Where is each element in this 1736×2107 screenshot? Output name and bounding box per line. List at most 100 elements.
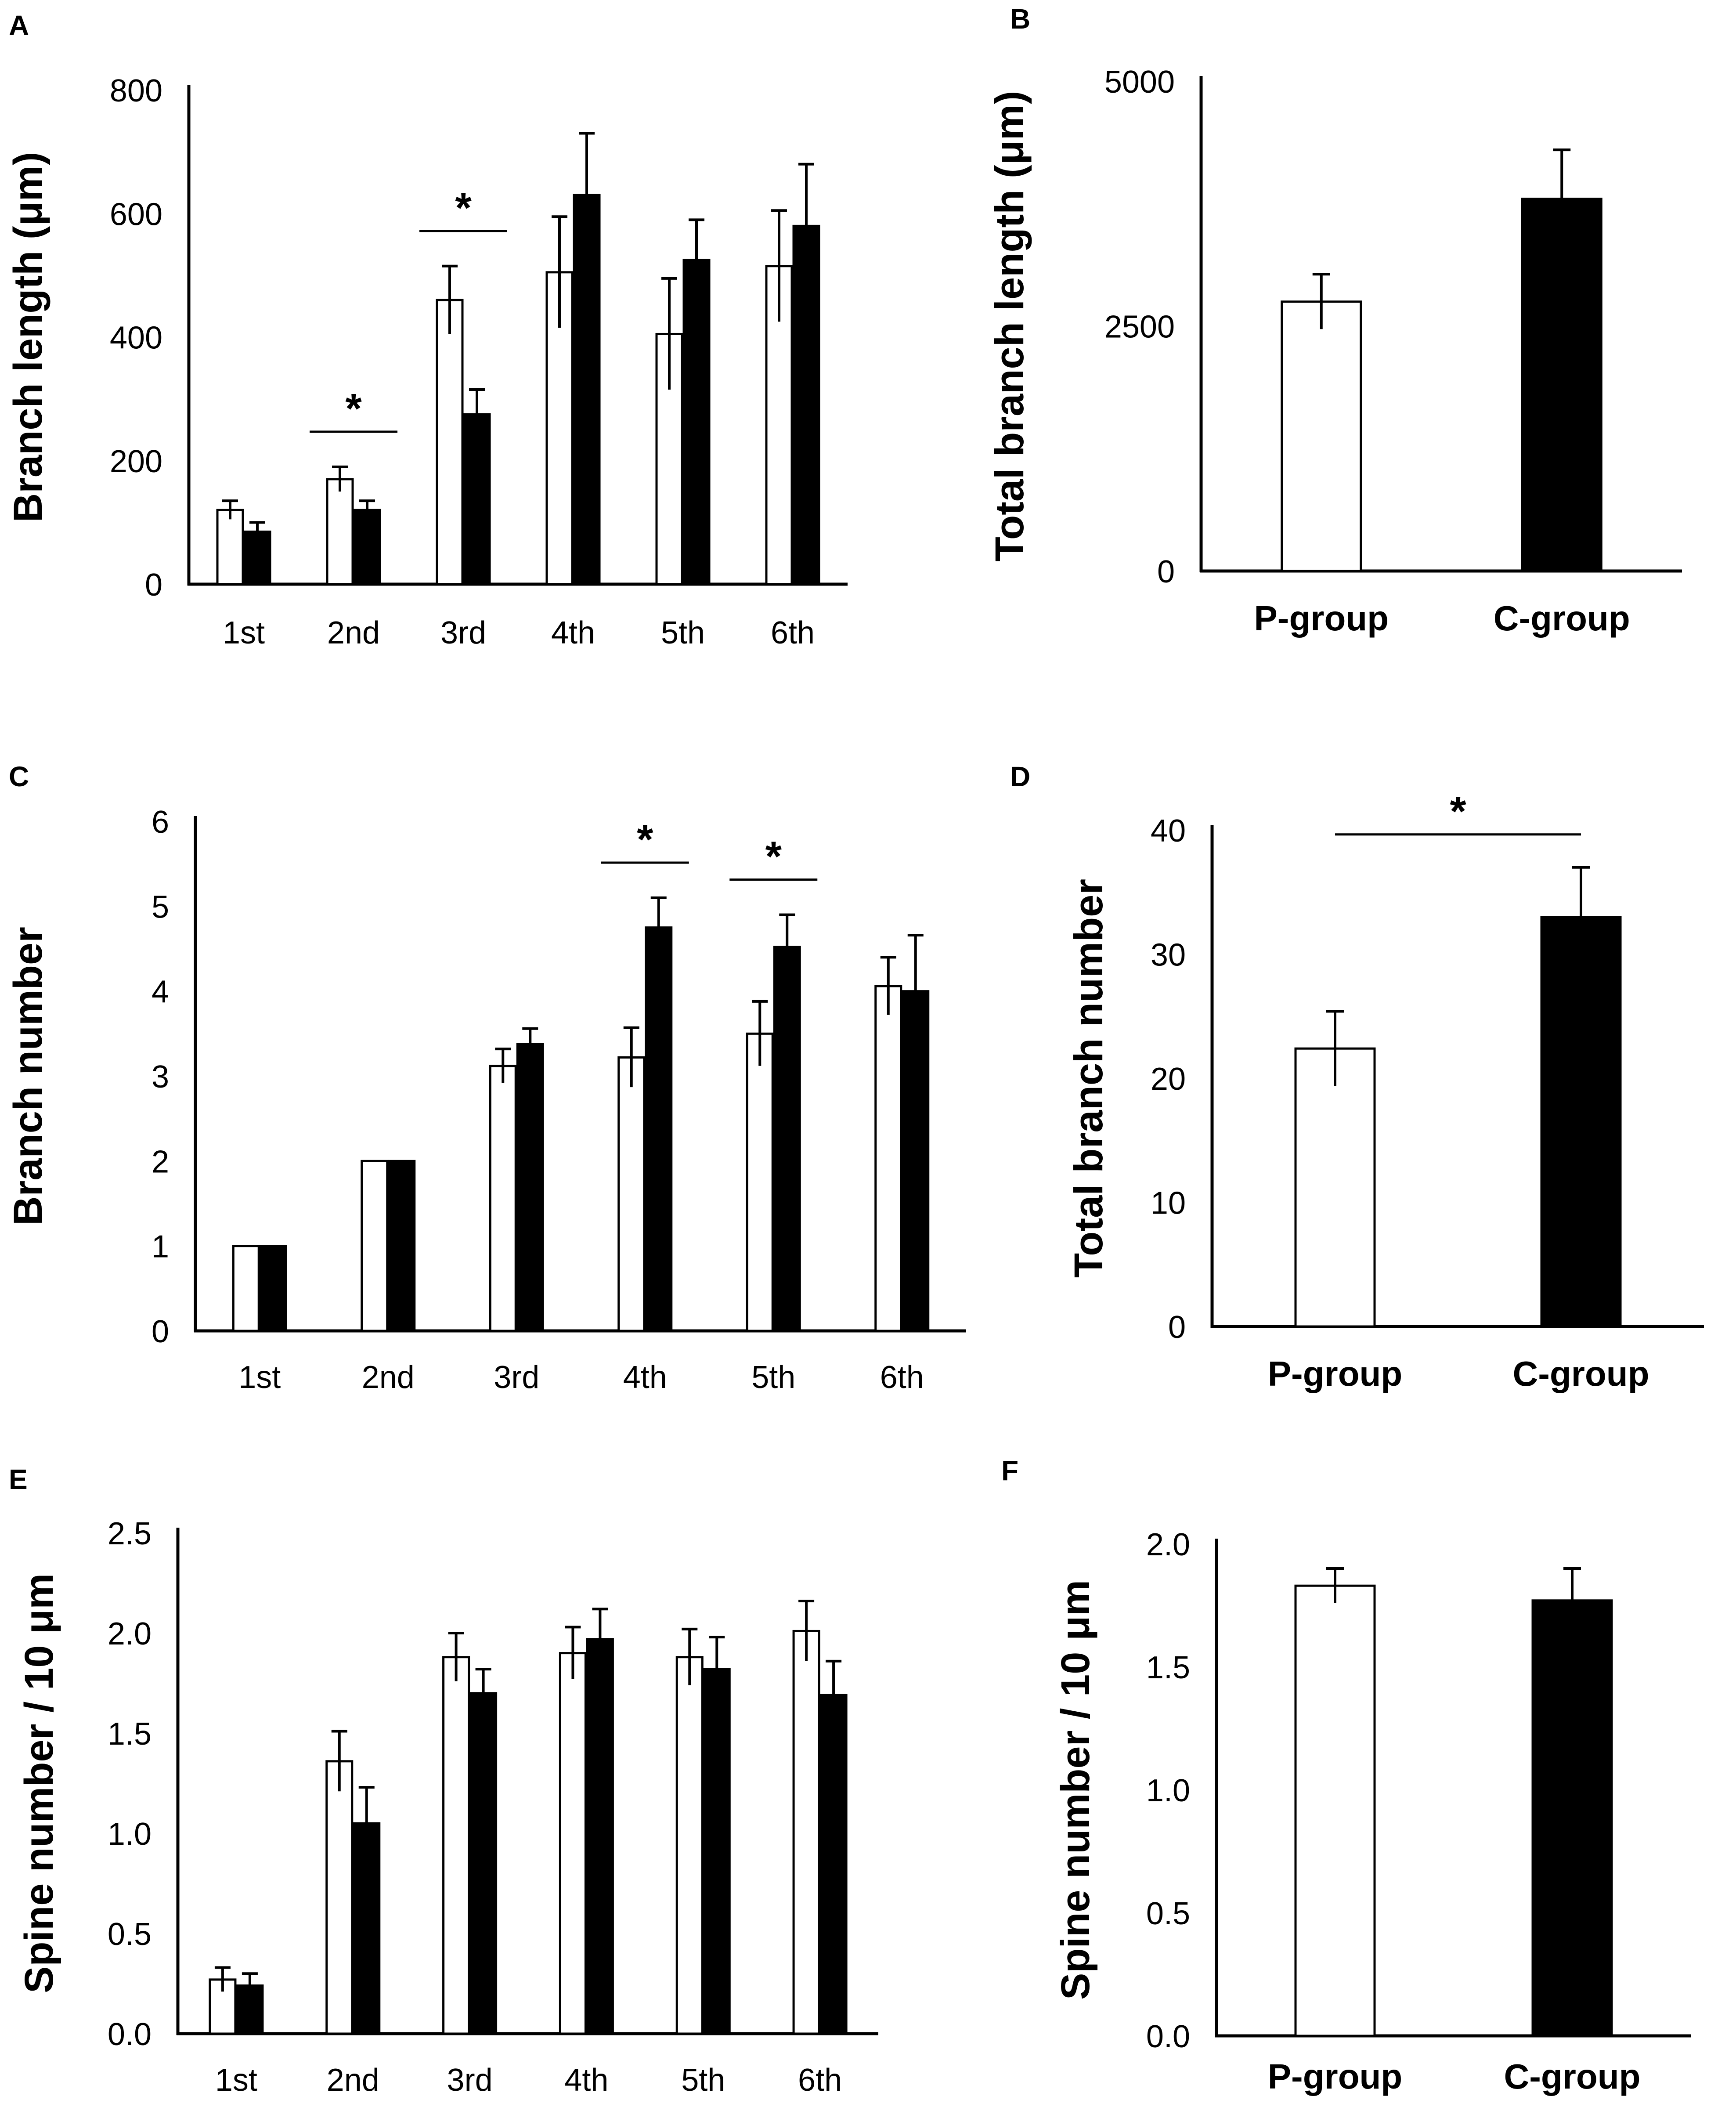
panel-e-bar-c-group bbox=[703, 1668, 731, 2035]
panel-e-ytick-label: 1.0 bbox=[108, 1817, 152, 1852]
panel-d-bar-p-group bbox=[1294, 1047, 1376, 1328]
panel-e-bar-c-group bbox=[586, 1638, 614, 2035]
panel-c-category-label: 3rd bbox=[494, 1360, 539, 1395]
panel-b-category-label: C-group bbox=[1494, 599, 1630, 638]
panel-c-bar-c-group bbox=[259, 1245, 287, 1332]
chart-panel-c: C 0 1 2 3 4 5 6 Branch number 1st 2nd 3rd 4th 5th 6th *… bbox=[6, 761, 966, 1395]
panel-a-bar-c-group bbox=[573, 194, 601, 585]
panel-e-bar-p-group bbox=[792, 1630, 820, 2035]
panel-c-category-label: 6th bbox=[880, 1360, 924, 1395]
panel-a-category-label: 4th bbox=[551, 615, 595, 651]
panel-c-y-axis-label: Branch number bbox=[6, 927, 51, 1225]
panel-e-category-label: 5th bbox=[681, 2063, 725, 2098]
panel-a-y-axis-label: Branch length (μm) bbox=[6, 152, 51, 522]
panel-c-ytick-label: 0 bbox=[152, 1314, 169, 1349]
panel-d-category-label: C-group bbox=[1512, 1354, 1649, 1393]
panel-e-bar-c-group bbox=[819, 1694, 848, 2035]
panel-d-ytick-label: 10 bbox=[1151, 1186, 1186, 1221]
panel-c-ytick-label: 6 bbox=[152, 805, 169, 840]
panel-e-label: E bbox=[9, 1464, 28, 1495]
panel-e-ytick-label: 1.5 bbox=[108, 1717, 152, 1752]
panel-f-ytick-label: 2.0 bbox=[1146, 1527, 1190, 1562]
panel-a-ytick-label: 600 bbox=[110, 197, 162, 232]
panel-c-bar-p-group bbox=[874, 985, 902, 1332]
panel-e-ytick-label: 2.0 bbox=[108, 1616, 152, 1652]
panel-f-ytick-label: 0.0 bbox=[1146, 2019, 1190, 2054]
panel-d-ytick-label: 40 bbox=[1151, 813, 1186, 849]
panel-c-bar-p-group bbox=[746, 1032, 774, 1332]
panel-d-y-axis-label: Total branch number bbox=[1066, 879, 1111, 1278]
panel-d-ytick-label: 0 bbox=[1168, 1310, 1186, 1345]
panel-d-significance-star: * bbox=[1450, 788, 1466, 835]
panel-e-category-label: 3rd bbox=[447, 2063, 493, 2098]
panel-d-label: D bbox=[1010, 761, 1030, 792]
panel-a-bar-p-group bbox=[326, 478, 354, 585]
panel-b-label: B bbox=[1010, 3, 1030, 35]
panel-d-bar-c-group bbox=[1540, 916, 1622, 1328]
panel-a-ytick-label: 800 bbox=[110, 73, 162, 108]
panel-f-bar-p-group bbox=[1294, 1584, 1376, 2037]
panel-c-bar-c-group bbox=[773, 946, 801, 1332]
panel-a-significance-star: * bbox=[455, 184, 472, 231]
panel-a-bar-p-group bbox=[436, 299, 464, 585]
panel-f-y-axis-label: Spine number / 10 μm bbox=[1053, 1580, 1098, 2000]
panel-c-bar-c-group bbox=[902, 990, 930, 1332]
panel-c-label: C bbox=[9, 761, 29, 792]
panel-e-category-label: 1st bbox=[215, 2063, 257, 2098]
panel-f-ytick-label: 0.5 bbox=[1146, 1896, 1190, 1931]
chart-panel-b: B 0 2500 5000 Total branch length (μm) P-grou… bbox=[987, 3, 1682, 638]
panel-c-significance-star: * bbox=[637, 816, 653, 863]
panel-a-ytick-label: 0 bbox=[145, 567, 162, 603]
panel-c-ytick-label: 2 bbox=[152, 1144, 169, 1179]
chart-panel-f: F 0.0 0.5 1.0 1.5 2.0 Spine number / 10 μm P-gr… bbox=[1001, 1455, 1691, 2096]
panel-b-y-axis-label: Total branch length (μm) bbox=[987, 91, 1032, 562]
panel-c-bar-c-group bbox=[516, 1043, 544, 1332]
panel-f-category-label: C-group bbox=[1504, 2057, 1640, 2096]
panel-b-ytick-label: 2500 bbox=[1104, 310, 1175, 345]
panel-e-category-label: 4th bbox=[564, 2063, 608, 2098]
panel-a-bar-p-group bbox=[216, 509, 244, 585]
panel-e-bar-p-group bbox=[559, 1652, 587, 2035]
panel-a-category-label: 1st bbox=[223, 615, 265, 651]
panel-a-category-label: 2nd bbox=[327, 615, 380, 651]
panel-b-bar-p-group bbox=[1281, 300, 1362, 572]
panel-f-bar-c-group bbox=[1531, 1599, 1613, 2037]
panel-b-bar-c-group bbox=[1521, 198, 1602, 572]
panel-e-ytick-label: 0.0 bbox=[108, 2017, 152, 2052]
panel-e-bar-p-group bbox=[442, 1656, 470, 2035]
panel-c-category-label: 5th bbox=[751, 1360, 795, 1395]
panel-e-bar-p-group bbox=[325, 1760, 354, 2035]
panel-c-ytick-label: 4 bbox=[152, 975, 169, 1010]
panel-e-ytick-label: 0.5 bbox=[108, 1917, 152, 1952]
chart-panel-d: D 0 10 20 30 40 Total branch number P-group C-gr… bbox=[1010, 761, 1704, 1393]
panel-a-category-label: 3rd bbox=[440, 615, 486, 651]
panel-b-ytick-label: 0 bbox=[1157, 554, 1175, 589]
panel-a-significance-star: * bbox=[345, 385, 362, 432]
panel-d-ytick-label: 30 bbox=[1151, 938, 1186, 973]
panel-a-ytick-label: 200 bbox=[110, 444, 162, 479]
panel-b-ytick-label: 5000 bbox=[1104, 65, 1175, 100]
panel-a-bar-c-group bbox=[353, 509, 381, 585]
panel-c-bar-p-group bbox=[617, 1056, 646, 1332]
panel-e-bar-p-group bbox=[675, 1656, 704, 2035]
panel-a-category-label: 6th bbox=[771, 615, 815, 651]
panel-c-bar-c-group bbox=[645, 926, 673, 1332]
panel-c-significance-star: * bbox=[765, 833, 782, 880]
panel-d-category-label: P-group bbox=[1268, 1354, 1403, 1393]
panel-c-ytick-label: 5 bbox=[152, 889, 169, 925]
panel-c-category-label: 1st bbox=[238, 1360, 281, 1395]
panel-f-category-label: P-group bbox=[1268, 2057, 1403, 2096]
panel-c-category-label: 2nd bbox=[362, 1360, 415, 1395]
panel-f-label: F bbox=[1001, 1455, 1018, 1486]
panel-e-category-label: 2nd bbox=[327, 2063, 379, 2098]
chart-panel-a: A 0 200 400 600 800 Branch length (μm) 1st 2nd 3r… bbox=[6, 10, 848, 651]
panel-c-bar-p-group bbox=[489, 1065, 517, 1332]
panel-a-bar-c-group bbox=[682, 259, 711, 585]
panel-e-y-axis-label: Spine number / 10 μm bbox=[17, 1573, 61, 1993]
panel-a-ytick-label: 400 bbox=[110, 321, 162, 356]
panel-e-ytick-label: 2.5 bbox=[108, 1516, 152, 1551]
panel-a-bar-c-group bbox=[463, 413, 491, 585]
panel-b-category-label: P-group bbox=[1254, 599, 1389, 638]
panel-e-category-label: 6th bbox=[798, 2063, 842, 2098]
panel-f-ytick-label: 1.5 bbox=[1146, 1650, 1190, 1685]
